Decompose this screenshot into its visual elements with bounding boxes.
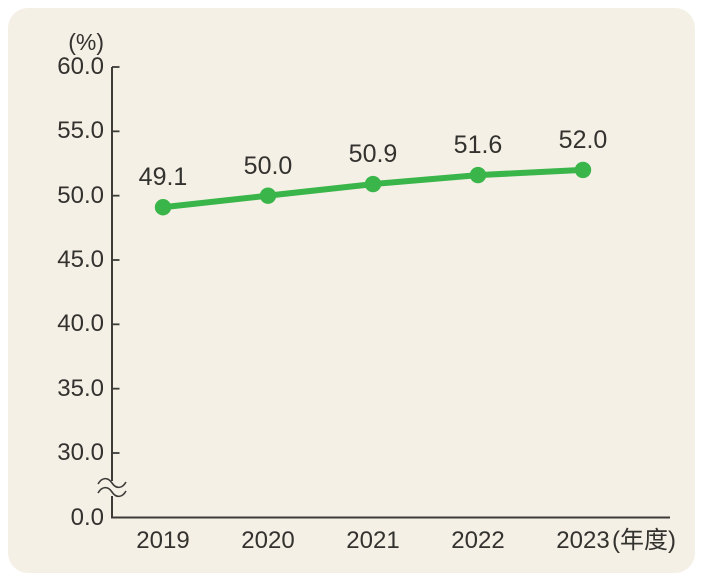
data-point xyxy=(154,199,172,216)
axes xyxy=(111,66,670,519)
chart-card-background xyxy=(8,8,695,573)
axis-break-tilde-top xyxy=(97,477,127,489)
data-point xyxy=(364,175,382,193)
data-point xyxy=(574,161,592,179)
axis-break-icon xyxy=(97,477,127,498)
data-point xyxy=(259,187,277,204)
data-series xyxy=(154,161,592,216)
data-point xyxy=(469,166,487,184)
axis-break-tilde-bottom xyxy=(97,486,127,498)
